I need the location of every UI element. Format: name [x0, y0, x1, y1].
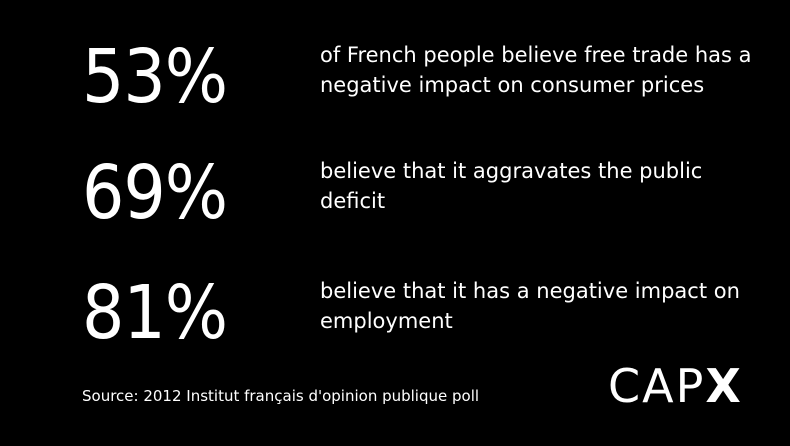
- stat-description: believe that it aggravates the public de…: [320, 159, 703, 213]
- stat-description: of French people believe free trade has …: [320, 43, 752, 97]
- stat-percentage: 81%: [82, 270, 228, 356]
- logo-text-light: CAP: [608, 359, 706, 413]
- stat-percentage: 53%: [82, 34, 228, 120]
- capx-logo: CAPX: [608, 358, 743, 414]
- source-citation: Source: 2012 Institut français d'opinion…: [82, 387, 480, 405]
- stat-row-1: 53% of French people believe free trade …: [0, 22, 790, 132]
- stat-row-3: 81% believe that it has a negative impac…: [0, 258, 790, 368]
- logo-text-bold: X: [705, 359, 743, 413]
- stat-description: believe that it has a negative impact on…: [320, 279, 740, 333]
- stat-row-2: 69% believe that it aggravates the publi…: [0, 138, 790, 248]
- stat-percentage: 69%: [82, 150, 228, 236]
